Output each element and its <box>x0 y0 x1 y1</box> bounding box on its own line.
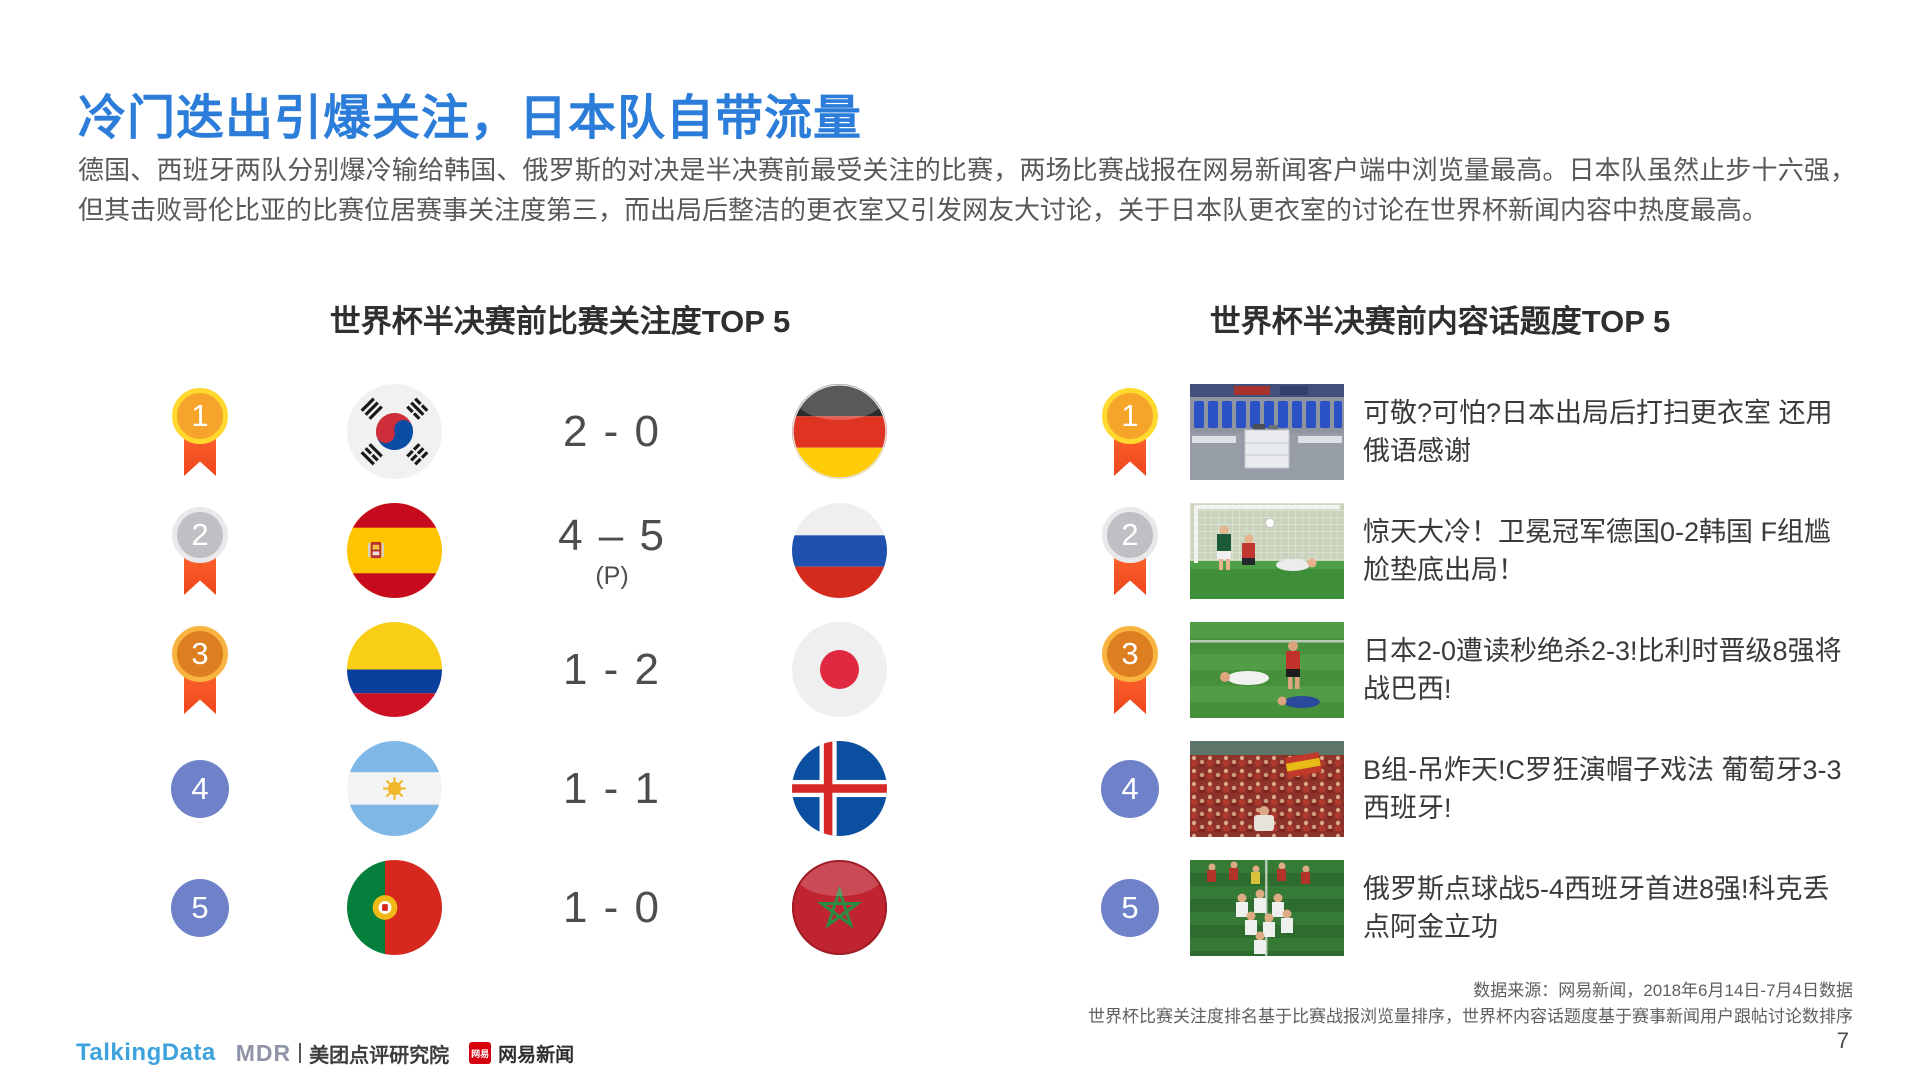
iceland-flag <box>792 741 887 836</box>
news-row-1: 1 <box>1085 384 1875 480</box>
russia-flag <box>792 503 887 598</box>
rank-number: 1 <box>172 388 228 444</box>
match-row-5: 5 1 - 0 <box>120 860 1000 956</box>
japan-locker-room-thumbnail <box>1190 384 1344 480</box>
south-korea-flag <box>347 384 442 479</box>
rank-4-badge: 4 <box>171 760 229 818</box>
match-row-4: 4 <box>120 741 1000 837</box>
news-headline: 可敬?可怕?日本出局后打扫更衣室 还用俄语感谢 <box>1363 398 1833 466</box>
argentina-flag <box>347 741 442 836</box>
news-row-2: 2 惊天大冷！卫冕冠军德国0 <box>1085 503 1875 599</box>
news-row-5: 5 <box>1085 860 1875 956</box>
portugal-spain-fans-thumbnail <box>1190 741 1344 837</box>
page-title: 冷门迭出引爆关注，日本队自带流量 <box>78 92 863 145</box>
match-score: 1 - 1 <box>492 741 732 837</box>
rank-number: 2 <box>1102 507 1158 563</box>
data-source-note: 数据来源：网易新闻，2018年6月14日-7月4日数据 世界杯比赛关注度排名基于… <box>1088 978 1853 1030</box>
news-headline: B组-吊炸天!C罗狂演帽子戏法 葡萄牙3-3西班牙! <box>1363 755 1842 823</box>
intro-paragraph: 德国、西班牙两队分别爆冷输给韩国、俄罗斯的对决是半决赛前最受关注的比赛，两场比赛… <box>78 155 1856 225</box>
match-row-3: 3 1 - 2 <box>120 622 1000 718</box>
score-text: 1 - 2 <box>562 645 662 694</box>
logo-divider <box>299 1043 302 1063</box>
rank-5-badge: 5 <box>1101 879 1159 937</box>
source-line-1: 数据来源：网易新闻，2018年6月14日-7月4日数据 <box>1473 981 1853 1000</box>
netease-news-label: 网易新闻 <box>498 1044 575 1066</box>
news-row-3: 3 日本2-0遭读秒绝杀2-3!比利时晋级8强将战巴西! <box>1085 622 1875 718</box>
portugal-flag <box>347 860 442 955</box>
news-headline: 日本2-0遭读秒绝杀2-3!比利时晋级8强将战巴西! <box>1363 636 1842 704</box>
japan-belgium-match-thumbnail <box>1190 622 1344 718</box>
germany-korea-goal-thumbnail <box>1190 503 1344 599</box>
rank-4-badge: 4 <box>1101 760 1159 818</box>
right-panel-title: 世界杯半决赛前内容话题度TOP 5 <box>1209 304 1671 339</box>
match-score: 4 – 5 (P) <box>492 503 732 599</box>
penalties-note: (P) <box>595 562 629 590</box>
rank-2-silver-medal-icon: 2 <box>1102 507 1158 601</box>
news-headline: 俄罗斯点球战5-4西班牙首进8强!科克丢点阿金立功 <box>1363 874 1830 942</box>
rank-1-gold-medal-icon: 1 <box>172 388 228 482</box>
rank-1-gold-medal-icon: 1 <box>1102 388 1158 482</box>
score-text: 1 - 0 <box>562 883 662 932</box>
news-headline: 惊天大冷！卫冕冠军德国0-2韩国 F组尴尬垫底出局！ <box>1363 517 1832 585</box>
meituan-dianping-research-logo: MDR 美团点评研究院 <box>236 1039 449 1068</box>
netease-badge-icon: 网易 <box>469 1042 492 1064</box>
morocco-flag <box>792 860 887 955</box>
news-row-4: 4 B组-吊炸天!C罗狂演帽子戏法 葡萄牙3-3西 <box>1085 741 1875 837</box>
rank-number: 2 <box>172 507 228 563</box>
rank-3-bronze-medal-icon: 3 <box>1102 626 1158 720</box>
match-score: 1 - 0 <box>492 860 732 956</box>
page-number: 7 <box>1836 1028 1849 1053</box>
mdr-mark: MDR <box>235 1039 292 1066</box>
left-panel-title: 世界杯半决赛前比赛关注度TOP 5 <box>329 304 791 339</box>
rank-3-bronze-medal-icon: 3 <box>172 626 228 720</box>
rank-number: 1 <box>1102 388 1158 444</box>
japan-flag <box>792 622 887 717</box>
source-line-2: 世界杯比赛关注度排名基于比赛战报浏览量排序，世界杯内容话题度基于赛事新闻用户跟帖… <box>1088 1007 1853 1026</box>
colombia-flag <box>347 622 442 717</box>
score-text: 2 - 0 <box>562 407 662 456</box>
meituan-research-label: 美团点评研究院 <box>309 1044 450 1067</box>
match-score: 2 - 0 <box>492 384 732 480</box>
rank-2-silver-medal-icon: 2 <box>172 507 228 601</box>
score-text: 4 – 5 <box>558 511 666 560</box>
match-score: 1 - 2 <box>492 622 732 718</box>
match-row-1: 1 <box>120 384 1000 480</box>
spain-flag <box>347 503 442 598</box>
talkingdata-logo: TalkingData <box>76 1039 216 1066</box>
rank-number: 3 <box>1102 626 1158 682</box>
netease-news-logo: 网易 网易新闻 <box>469 1040 574 1067</box>
russia-celebration-thumbnail <box>1190 860 1344 956</box>
rank-number: 3 <box>172 626 228 682</box>
rank-5-badge: 5 <box>171 879 229 937</box>
footer-logos: TalkingData MDR 美团点评研究院 网易 网易新闻 <box>76 1038 574 1068</box>
germany-flag <box>792 384 887 479</box>
match-row-2: 2 4 – 5 (P) <box>120 503 1000 599</box>
score-text: 1 - 1 <box>562 764 662 813</box>
